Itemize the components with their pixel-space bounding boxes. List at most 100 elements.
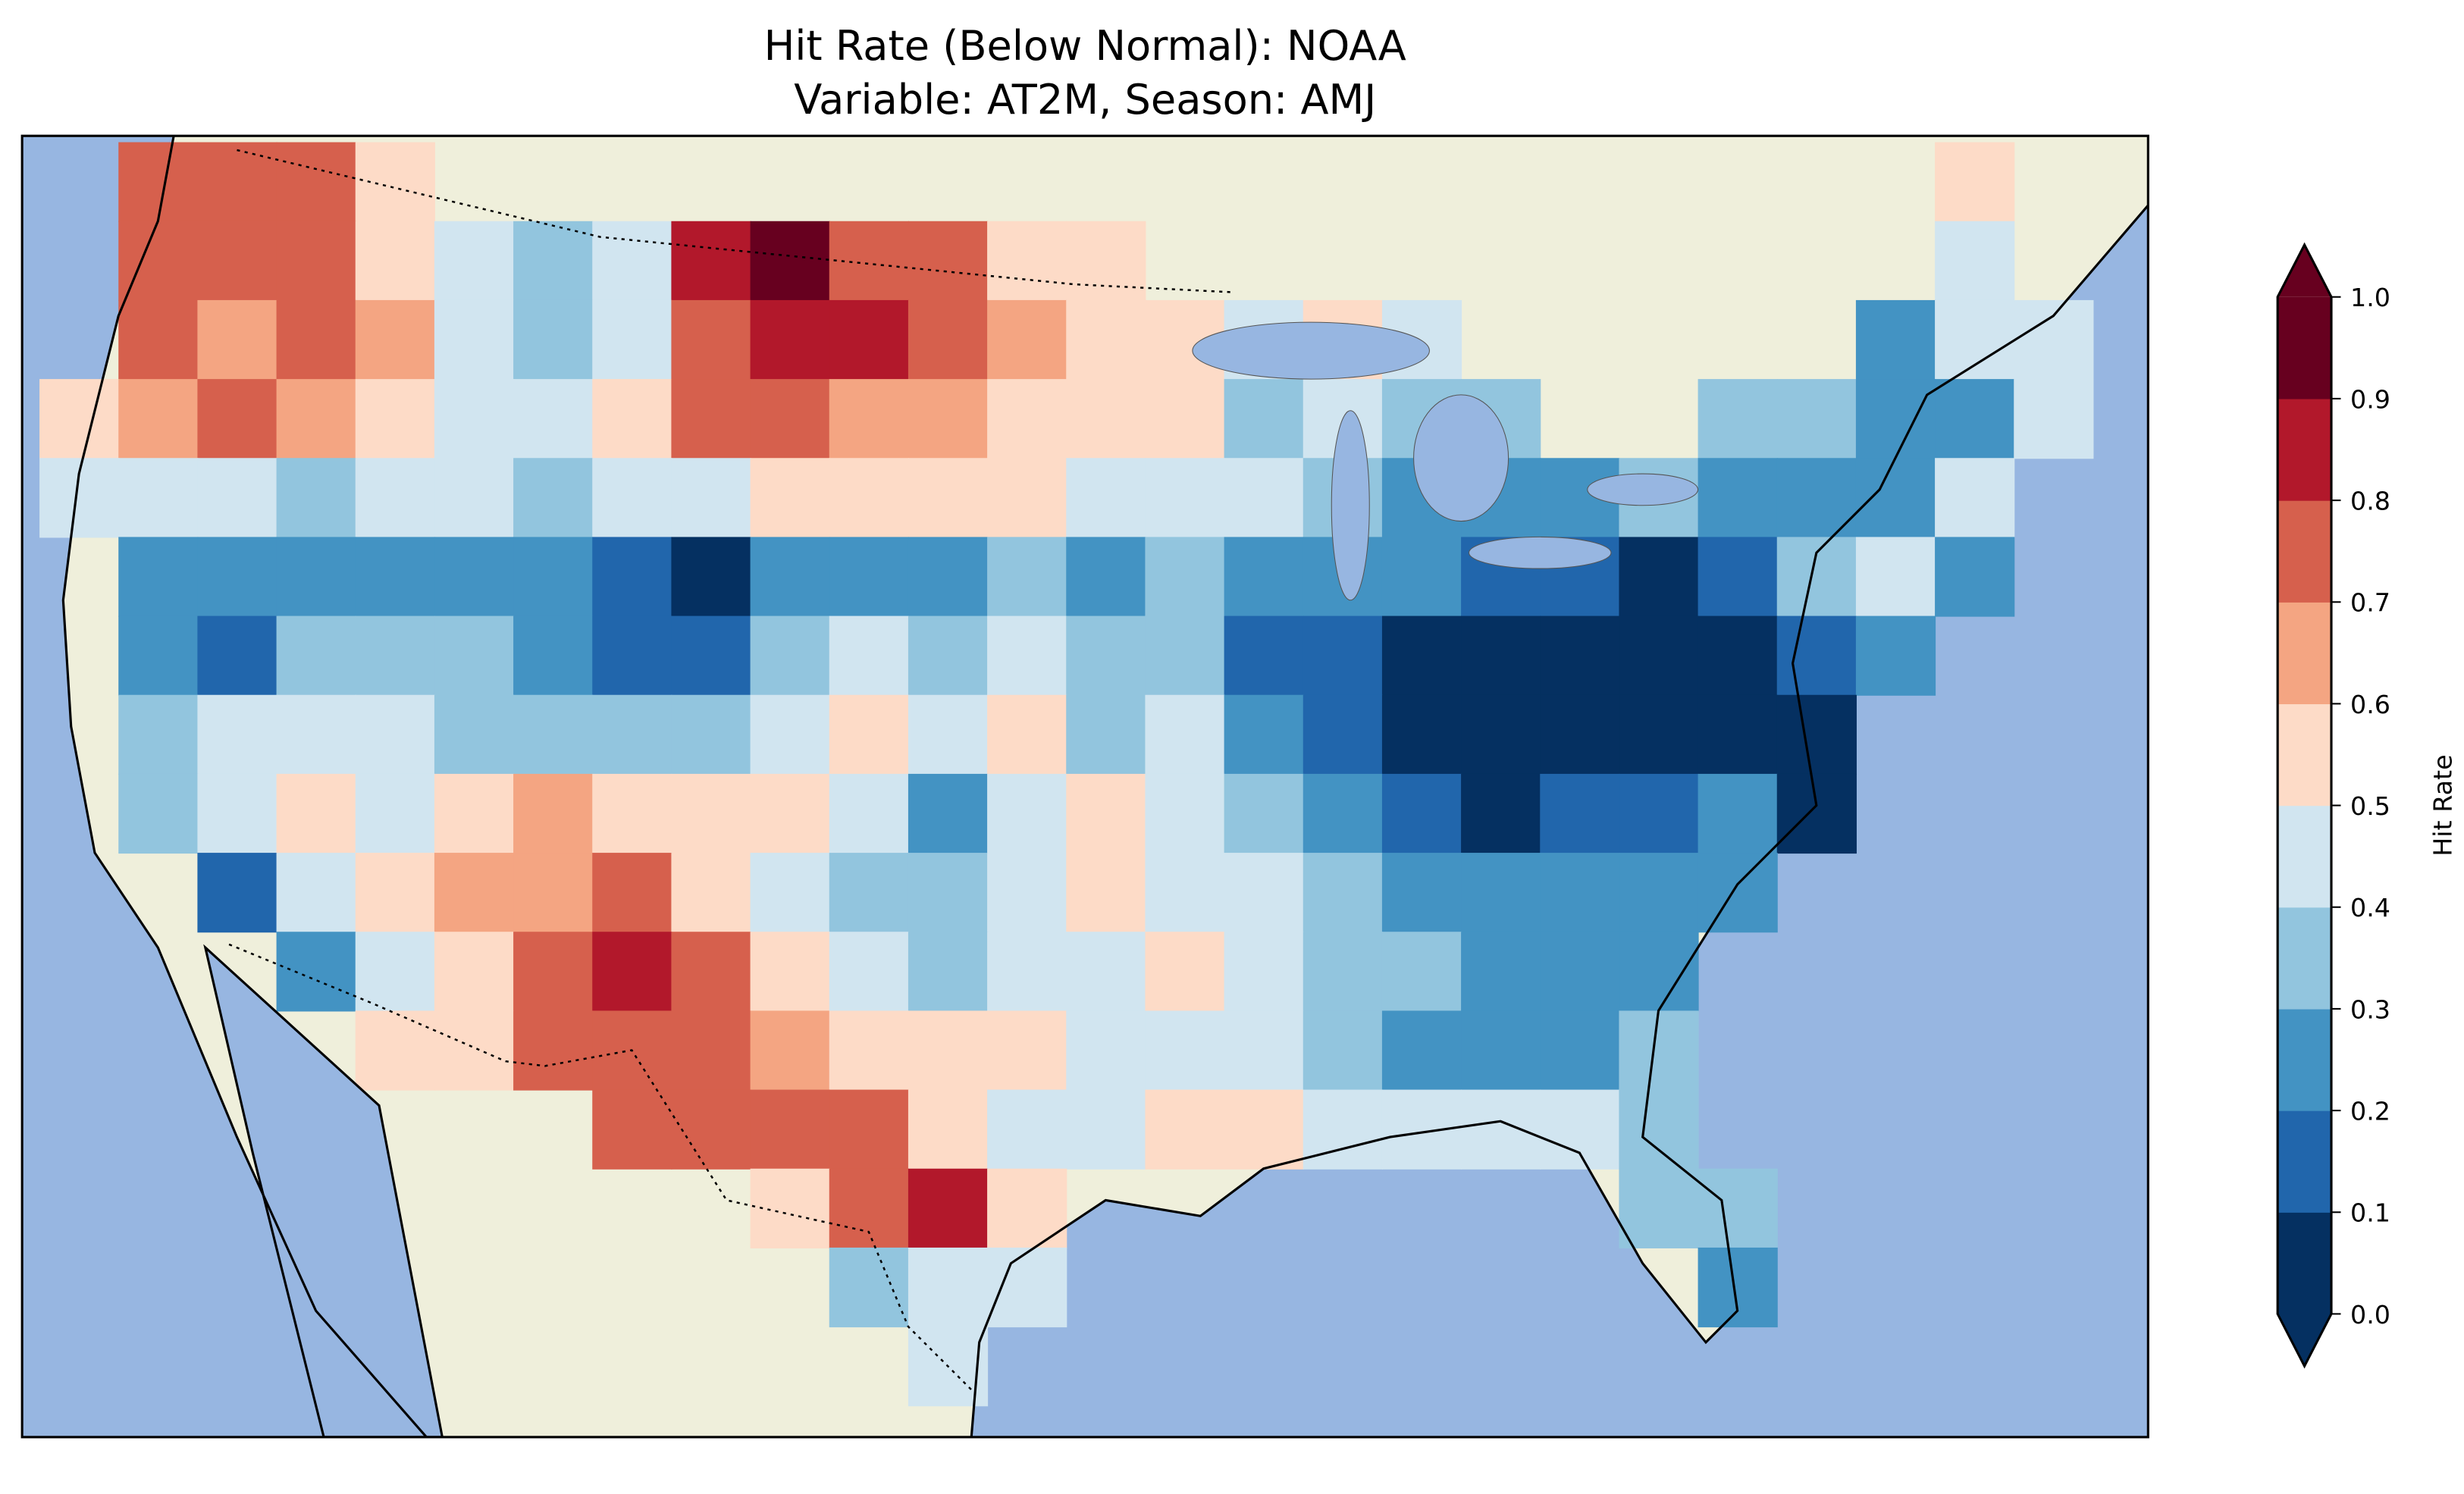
grid-cell <box>1935 299 2015 381</box>
grid-cell <box>1935 537 2015 617</box>
grid-cell <box>1619 615 1699 696</box>
grid-cell <box>1224 773 1304 854</box>
grid-cell <box>987 932 1067 1012</box>
grid-cell <box>1066 299 1146 381</box>
grid-cell <box>1066 694 1146 775</box>
grid-cell <box>1619 1168 1699 1248</box>
colorbar-bin <box>2277 1212 2331 1315</box>
grid-cell <box>434 299 515 381</box>
grid-cell <box>513 853 594 933</box>
grid-cell <box>987 221 1067 301</box>
coastline-west <box>61 136 428 1437</box>
grid-cell <box>671 537 751 617</box>
grid-cell <box>1619 537 1699 617</box>
grid-cell <box>118 773 199 854</box>
grid-cell <box>513 221 594 301</box>
grid-cell <box>908 615 989 696</box>
colorbar-tick-label: 0.4 <box>2350 893 2390 922</box>
colorbar-tick-label: 0.0 <box>2350 1300 2390 1330</box>
grid-cell <box>1698 458 1778 538</box>
grid-cell <box>1224 694 1304 775</box>
grid-cell <box>592 221 672 301</box>
grid-cell <box>829 1168 909 1248</box>
grid-cell <box>513 773 594 854</box>
grid-cell <box>829 773 909 854</box>
grid-cell <box>355 221 435 301</box>
grid-cell <box>829 853 909 933</box>
grid-cell <box>1855 379 1936 459</box>
grid-cell <box>276 221 356 301</box>
grid-cell <box>829 615 909 696</box>
coastline-east <box>970 204 2149 1437</box>
grid-cell <box>671 1089 751 1170</box>
grid-cell <box>987 537 1067 617</box>
colorbar-tick-label: 0.2 <box>2350 1097 2390 1126</box>
grid-cell <box>1698 1247 1778 1328</box>
grid-cell <box>276 853 356 933</box>
grid-cell <box>1540 1010 1620 1091</box>
grid-cell <box>750 1168 830 1248</box>
grid-cell <box>355 853 435 933</box>
grid-cell <box>1066 1089 1146 1170</box>
grid-cell <box>987 1168 1067 1248</box>
grid-cell <box>1381 694 1462 775</box>
lake-huron <box>1413 394 1509 522</box>
grid-cell <box>908 694 989 775</box>
grid-cell <box>355 694 435 775</box>
grid-cell <box>1461 1089 1541 1170</box>
grid-cell <box>355 773 435 854</box>
grid-cell <box>197 299 277 381</box>
grid-cell <box>1224 458 1304 538</box>
grid-cell <box>750 1089 830 1170</box>
grid-cell <box>908 1168 989 1248</box>
grid-cell <box>434 615 515 696</box>
grid-cell <box>592 694 672 775</box>
grid-cell <box>355 458 435 538</box>
colorbar-extend-min <box>2277 1314 2331 1367</box>
grid-cell <box>1381 615 1462 696</box>
grid-cell <box>829 1247 909 1328</box>
grid-cell <box>1698 1168 1778 1248</box>
grid-cell <box>434 694 515 775</box>
grid-cell <box>197 142 277 222</box>
colorbar-bin <box>2277 500 2331 603</box>
grid-cell <box>1619 932 1699 1012</box>
grid-cell <box>1698 694 1778 775</box>
grid-cell <box>1303 773 1383 854</box>
grid-cell <box>197 379 277 459</box>
grid-cell <box>1461 773 1541 854</box>
grid-cell <box>750 299 830 381</box>
grid-cell <box>1145 932 1225 1012</box>
grid-cell <box>276 379 356 459</box>
grid-cell <box>829 379 909 459</box>
grid-cell <box>1461 615 1541 696</box>
grid-cell <box>118 142 199 222</box>
grid-cell <box>1540 1089 1620 1170</box>
grid-cell <box>750 615 830 696</box>
grid-cell <box>750 379 830 459</box>
grid-cell <box>1224 379 1304 459</box>
grid-cell <box>1303 1089 1383 1170</box>
grid-cell <box>1066 853 1146 933</box>
grid-cell <box>1855 537 1936 617</box>
grid-cell <box>434 458 515 538</box>
gulf-of-california <box>203 944 444 1437</box>
grid-cell <box>2014 299 2094 381</box>
grid-cell <box>1698 537 1778 617</box>
grid-cell <box>1935 142 2015 222</box>
grid-cell <box>829 537 909 617</box>
grid-cell <box>987 379 1067 459</box>
grid-cell <box>434 537 515 617</box>
grid-cell <box>434 932 515 1012</box>
grid-cell <box>276 537 356 617</box>
grid-cell <box>1381 932 1462 1012</box>
colorbar-tick-label: 0.1 <box>2350 1198 2390 1228</box>
grid-cell <box>434 221 515 301</box>
colorbar-tick-label: 1.0 <box>2350 283 2390 312</box>
grid-cell <box>434 853 515 933</box>
grid-cell <box>1935 458 2015 538</box>
grid-cell <box>197 853 277 933</box>
map-frame <box>20 134 2149 1439</box>
grid-cell <box>1145 1089 1225 1170</box>
grid-cell <box>750 932 830 1012</box>
